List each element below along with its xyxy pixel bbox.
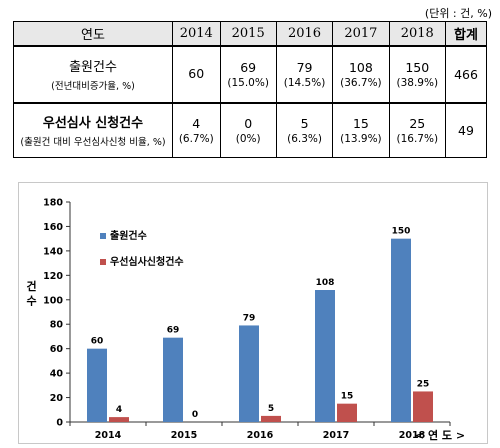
cell-value: 60	[188, 65, 205, 81]
cell-value: 108	[348, 59, 373, 75]
legend-label: 우선심사신청건수	[110, 255, 184, 268]
cell-rate: (14.5%)	[283, 76, 326, 89]
bar-priority-exam	[261, 415, 281, 422]
bar-priority-exam	[337, 403, 357, 422]
row-title: 우선심사 신청건수	[42, 116, 144, 132]
row-subtitle: (전년대비증가율, %)	[51, 81, 135, 92]
data-label: 108	[316, 278, 335, 288]
cell-rate: (6.3%)	[287, 132, 322, 145]
data-label: 60	[91, 337, 104, 347]
y-tick-label: 80	[50, 320, 64, 331]
data-label: 25	[417, 379, 430, 389]
header-year: 2014	[172, 21, 221, 46]
y-tick-label: 160	[43, 222, 63, 233]
table-cell: 5 (6.3%)	[275, 102, 334, 158]
table-total-cell: 49	[445, 102, 487, 158]
cell-total: 49	[458, 122, 474, 138]
x-tick-label: 2018	[399, 430, 426, 441]
cell-rate: (6.7%)	[178, 132, 214, 145]
cell-rate: (13.9%)	[340, 132, 382, 145]
table-header-row: 연도 2014 2015 2016 2017 2018 합계	[13, 21, 487, 46]
cell-value: 15	[352, 115, 369, 131]
bar-priority-exam	[109, 417, 129, 422]
data-label: 79	[243, 313, 256, 323]
row-label: 우선심사 신청건수 (출원건 대비 우선심사신청 비율, %)	[13, 102, 173, 158]
x-tick-label: 2017	[323, 430, 349, 441]
table-cell: 69 (15.0%)	[219, 45, 277, 103]
legend-swatch	[100, 259, 106, 265]
y-tick-label: 120	[43, 271, 63, 282]
bar-applications	[163, 337, 183, 422]
statistics-table: 연도 2014 2015 2016 2017 2018 합계 출원건수 (전년대…	[13, 21, 487, 158]
legend-swatch	[100, 233, 106, 239]
data-label: 5	[268, 404, 274, 414]
x-tick-label: 2016	[247, 430, 274, 441]
y-tick-label: 140	[43, 246, 63, 257]
table-cell: 15 (13.9%)	[332, 102, 390, 158]
cell-rate: (0%)	[235, 132, 261, 145]
x-axis: 2014 2015 2016 2017 2018	[69, 421, 451, 441]
header-year: 2017	[332, 21, 390, 46]
y-tick-label: 20	[50, 393, 64, 404]
y-tick-label: 60	[50, 344, 64, 355]
y-tick-label: 100	[43, 295, 63, 306]
x-tick-label: 2015	[171, 430, 197, 441]
cell-rate: (16.7%)	[396, 132, 439, 145]
cell-value: 69	[240, 59, 257, 75]
x-axis-label: < 연 도 >	[415, 428, 465, 442]
data-label: 0	[192, 410, 198, 420]
table-row: 출원건수 (전년대비증가율, %) 60 69 (15.0%) 79 (14.5%)…	[13, 45, 487, 103]
table-cell: 79 (14.5%)	[275, 45, 334, 103]
bar-applications	[391, 238, 411, 422]
row-label: 출원건수 (전년대비증가율, %)	[13, 45, 173, 103]
cell-value: 4	[192, 115, 201, 131]
y-tick-label: 0	[56, 418, 63, 429]
data-label: 4	[116, 405, 122, 415]
legend-label: 출원건수	[110, 229, 147, 242]
cell-rate: (15.0%)	[227, 76, 269, 89]
header-total: 합계	[445, 21, 487, 46]
bar-priority-exam	[413, 391, 433, 422]
data-labels: 60 69 79 108 150 4 0 5 15 25	[91, 227, 430, 420]
table-cell: 60	[172, 45, 221, 103]
y-tick-label: 40	[50, 369, 64, 380]
data-label: 15	[341, 392, 354, 402]
y-axis-label: 건 수	[25, 279, 38, 307]
bar-applications	[315, 290, 335, 422]
table-cell: 4 (6.7%)	[172, 102, 221, 158]
cell-rate: (38.9%)	[396, 76, 439, 89]
data-label: 69	[167, 326, 180, 336]
bar-applications	[87, 348, 107, 422]
y-tick-label: 180	[43, 198, 63, 209]
cell-value: 5	[300, 115, 309, 131]
y-axis: 0 20 40 60 80 100 120 140 160 180	[43, 198, 71, 429]
row-title: 출원건수	[69, 60, 117, 75]
table-total-cell: 466	[445, 45, 487, 103]
table-cell: 150 (38.9%)	[388, 45, 447, 103]
unit-note: (단위 : 건, %)	[424, 7, 492, 20]
header-year-label: 연도	[13, 21, 173, 46]
chart-container: 0 20 40 60 80 100 120 140 160 180 2014 2015 2016 201…	[18, 182, 488, 444]
cell-value: 79	[296, 59, 313, 75]
bar-applications	[239, 325, 259, 422]
header-year: 2016	[275, 21, 334, 46]
data-label: 150	[392, 227, 411, 237]
cell-rate: (36.7%)	[340, 76, 382, 89]
cell-value: 25	[409, 115, 426, 131]
table-cell: 0 (0%)	[219, 102, 277, 158]
x-tick-label: 2014	[95, 430, 122, 441]
header-year: 2015	[219, 21, 277, 46]
table-cell: 108 (36.7%)	[332, 45, 390, 103]
row-subtitle: (출원건 대비 우선심사신청 비율, %)	[20, 137, 166, 149]
cell-value: 150	[405, 59, 430, 75]
table-cell: 25 (16.7%)	[388, 102, 447, 158]
table-row: 우선심사 신청건수 (출원건 대비 우선심사신청 비율, %) 4 (6.7%) …	[13, 102, 487, 158]
bar-series	[87, 238, 433, 422]
header-year: 2018	[388, 21, 447, 46]
cell-value: 0	[244, 115, 253, 131]
cell-total: 466	[454, 66, 478, 82]
